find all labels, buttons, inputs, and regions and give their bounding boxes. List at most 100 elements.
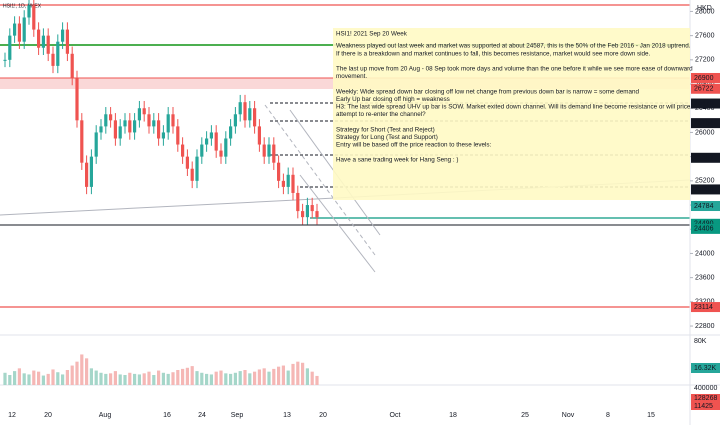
x-tick-label: 24 [198,412,206,419]
note-line: Weekly: Wide spread down bar closing off… [336,88,640,95]
price-tag [691,302,720,313]
note-line: movement. [336,73,367,80]
candle-body [185,156,189,169]
symbol: HSI1!, 1D, HKEX [3,3,42,9]
x-tick-label: 20 [319,412,327,419]
price-tag-label: 25058 [694,186,714,193]
lower-tag [691,402,720,410]
y-tick-label: 28000 [695,8,715,15]
candle-body [157,120,161,139]
volume-axis-label: 80K [694,338,707,345]
candle-body [248,108,252,121]
x-tick-label: 8 [606,412,610,419]
candle-body [3,59,7,61]
volume-bar [195,371,199,385]
price-tag-label: 26900 [694,75,714,82]
volume-bar [152,375,156,385]
x-tick-label: Nov [562,412,575,419]
y-tick-label: 24000 [695,250,715,257]
volume-bar [118,374,122,385]
candle-body [51,53,55,66]
volume-bar [315,375,319,385]
volume-bar [99,372,103,385]
note-line: Weakness played out last week and market… [336,43,691,50]
candle-body [56,41,60,66]
candle-body [257,126,261,145]
x-tick-label: 15 [647,412,655,419]
price-tag-label: 24406 [694,226,714,233]
volume-bar [41,375,45,385]
volume-bar [32,370,36,385]
volume-bar [17,368,21,385]
volume-bar [296,361,300,385]
volume-bar [281,365,285,385]
candle-body [113,120,117,139]
price-tag-label: 23114 [694,304,713,311]
volume-bar [13,371,17,385]
candle-body [133,120,137,133]
volume-bar [123,375,127,385]
channel-line [264,104,376,256]
candle-body [229,126,233,139]
candle-body [13,23,17,36]
price-tag [691,118,720,129]
volume-bar [291,363,295,385]
candle-body [142,108,146,115]
candle-body [315,211,319,218]
candle-body [65,29,69,54]
volume-bar [133,373,137,385]
y-tick-label: 22800 [695,323,715,330]
volume-bar [75,361,79,385]
note-line: Early Up bar closing off high = weakness [336,96,450,103]
note-line: If there is a breakdown and market conti… [336,50,651,57]
candle-body [37,29,41,48]
volume-bar [205,373,209,385]
candle-body [109,114,113,121]
price-tag [691,184,720,195]
volume-bar [310,371,314,385]
candle-body [243,102,247,121]
price-tag-label: 26154 [694,120,714,127]
volume-bar [94,370,98,385]
price-tag [691,83,720,94]
candle-body [176,126,180,145]
candle-body [128,120,132,133]
candle-body [272,144,276,163]
candle-body [118,126,122,139]
candle-body [94,132,98,157]
candle-body [166,114,170,133]
volume-bar [277,366,281,385]
volume-bar [233,372,237,385]
candle-body [80,120,84,163]
volume-bar [8,375,12,385]
lower-tag [691,394,720,402]
x-tick-label: 25 [521,412,529,419]
volume-bar [229,373,233,385]
price-tag [691,152,720,163]
candle-body [17,23,21,42]
volume-bar [22,373,26,385]
x-tick-label: 20 [44,412,52,419]
x-tick-label: 16 [163,412,171,419]
candle-body [70,53,74,78]
candle-body [152,120,156,127]
x-tick-label: Oct [390,412,401,419]
note-line: The last up move from 20 Aug - 08 Sep to… [336,65,693,72]
volume-bar [89,368,93,385]
volume-tag [691,363,720,373]
candle-body [301,211,305,218]
candle-body [291,174,295,193]
volume-bar [61,374,65,385]
volume-bar [85,358,89,385]
lower-axis-label: 400000 [694,385,717,392]
price-tag-label: 25581 [694,155,714,162]
candle-body [171,114,175,127]
x-tick-label: Sep [231,412,244,419]
volume-bar [37,371,41,385]
candle-body [238,102,242,115]
volume-bar [166,373,170,385]
price-tag [691,72,720,83]
volume-bar [214,371,218,385]
note: HSI1! 2021 Sep 20 Week Weakness played o… [333,28,693,200]
